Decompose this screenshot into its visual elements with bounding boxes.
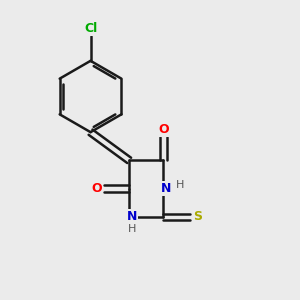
Text: N: N	[126, 210, 137, 224]
Text: S: S	[193, 210, 202, 224]
Text: O: O	[91, 182, 102, 195]
Text: O: O	[158, 123, 169, 136]
Text: N: N	[160, 182, 171, 195]
Text: H: H	[176, 180, 184, 190]
Text: H: H	[128, 224, 136, 234]
Text: Cl: Cl	[84, 22, 97, 34]
